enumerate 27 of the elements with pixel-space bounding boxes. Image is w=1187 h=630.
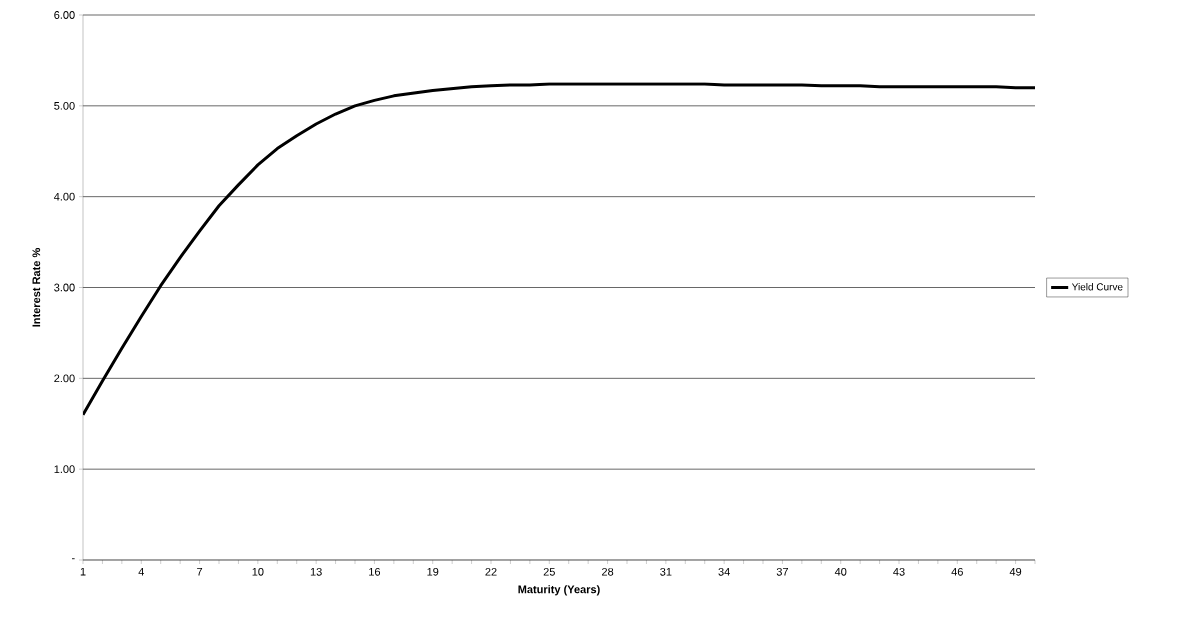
x-tick-label: 4: [138, 567, 145, 576]
y-tick-label: 5.00: [54, 101, 75, 110]
x-tick-label: 40: [834, 567, 847, 576]
x-tick-label: 16: [369, 567, 381, 576]
y-tick-label: 1.00: [54, 465, 75, 474]
x-tick-label: 28: [602, 567, 614, 576]
y-tick-label: 6.00: [54, 11, 75, 19]
y-tick-label: 2.00: [54, 374, 75, 383]
legend-label: Yield Curve: [1071, 283, 1123, 291]
x-tick-label: 13: [310, 567, 322, 576]
x-tick-label: 19: [427, 567, 439, 576]
y-tick-label: 4.00: [53, 192, 75, 201]
x-axis-title: Maturity (Years): [518, 585, 600, 596]
x-tick-label: 7: [197, 567, 203, 576]
x-tick-label: 22: [485, 567, 497, 576]
x-tick-label: 31: [660, 567, 672, 576]
y-tick-label: -: [71, 558, 75, 560]
y-tick-label: 3.00: [54, 283, 75, 292]
x-tick-label: 43: [893, 567, 905, 576]
x-tick-label: 34: [718, 567, 730, 576]
x-tick-label: 25: [543, 567, 555, 576]
x-tick-label: 10: [252, 567, 264, 576]
x-tick-label: 1: [80, 567, 86, 576]
x-tick-label: 49: [1009, 567, 1022, 576]
x-tick-label: 46: [951, 567, 963, 576]
x-tick-label: 37: [776, 567, 788, 576]
y-axis-title: Interest Rate %: [32, 248, 41, 327]
